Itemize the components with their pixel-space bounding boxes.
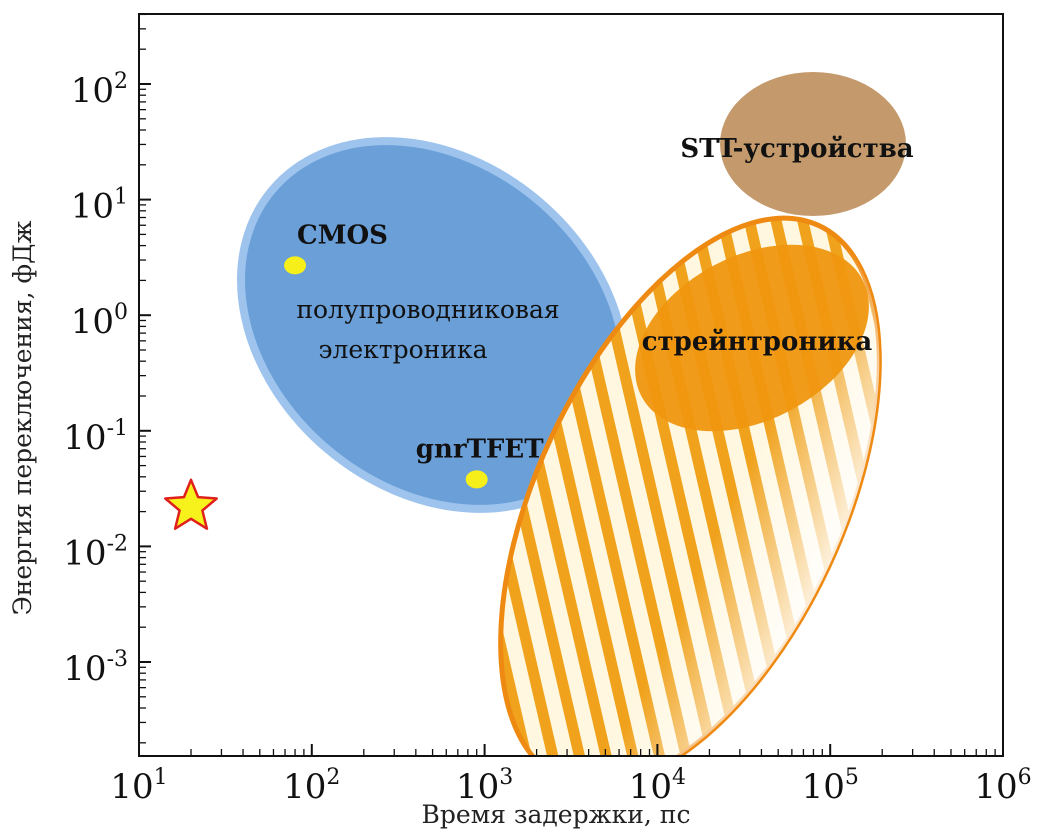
gnrtfet-point <box>465 470 488 489</box>
region-label-semiconductor-line1: полупроводниковая <box>296 295 559 324</box>
star-marker <box>164 478 218 530</box>
region-straintronics <box>635 244 869 432</box>
x-tick-label: 105 <box>802 765 859 807</box>
region-label-semiconductor-line2: электроника <box>318 335 487 364</box>
x-tick-label: 104 <box>629 765 686 807</box>
gnrtfet-label: gnrTFET <box>416 434 544 464</box>
cmos-label: CMOS <box>297 220 388 250</box>
x-tick-label: 101 <box>110 765 167 807</box>
y-tick-label: 102 <box>71 69 128 111</box>
y-tick-label: 10-3 <box>63 647 128 689</box>
points-layer: CMOS gnrTFET <box>164 220 544 530</box>
region-label-stt: STT-устройства <box>680 134 913 164</box>
y-tick-label: 101 <box>71 185 128 227</box>
region-stt-devices <box>720 72 906 216</box>
x-axis-title: Время задержки, пс <box>422 800 691 829</box>
y-axis-title: Энергия переключения, фДж <box>8 221 37 616</box>
cmos-point <box>284 256 307 275</box>
ticks-layer: 101 102 103 104 105 106 102 101 100 10-1 10-2 10-3 <box>63 13 1032 807</box>
plot-frame <box>138 13 1004 757</box>
x-tick-label: 106 <box>974 765 1031 807</box>
region-label-straintronics: стрейнтроника <box>642 327 873 357</box>
y-tick-label: 10-2 <box>63 531 128 573</box>
x-tick-label: 102 <box>283 765 340 807</box>
y-tick-label: 10-1 <box>63 416 128 458</box>
y-tick-label: 100 <box>71 300 128 342</box>
x-tick-label: 103 <box>456 765 513 807</box>
